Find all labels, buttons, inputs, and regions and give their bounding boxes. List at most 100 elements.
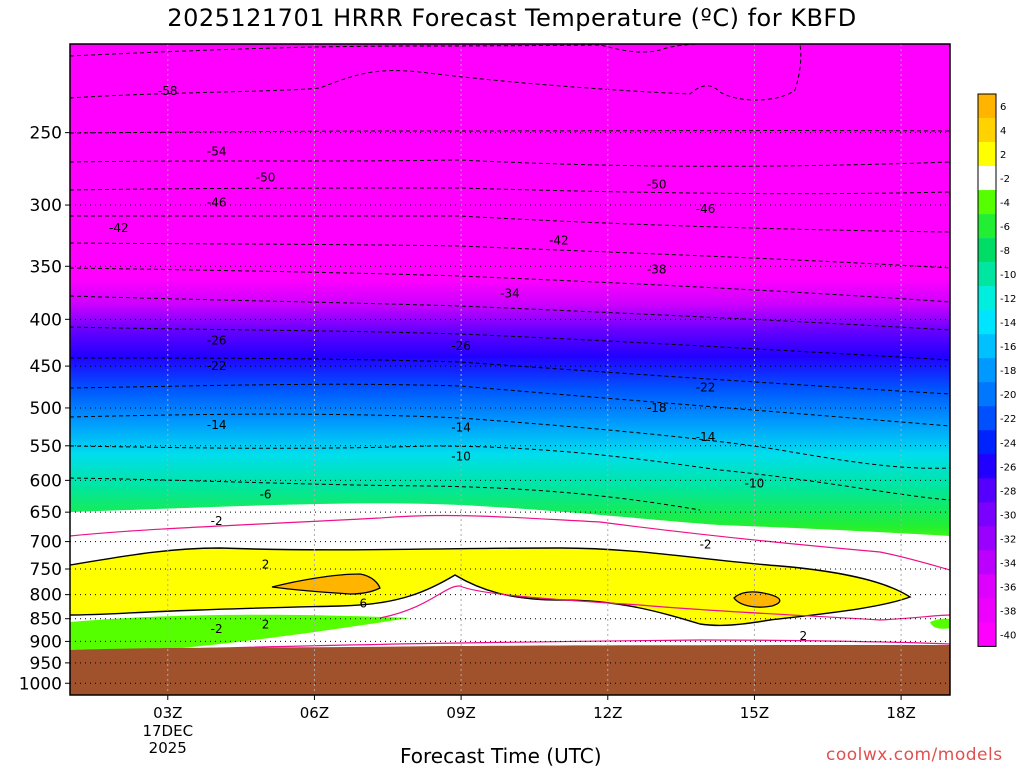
x-tick-label-03Z: 03Z: [153, 704, 182, 722]
colorbar-swatch: [978, 526, 996, 551]
y-tick-label-350: 350: [30, 257, 62, 277]
y-tick-label-900: 900: [30, 632, 62, 652]
colorbar-swatch: [978, 430, 996, 455]
colorbar-label: -26: [1000, 462, 1016, 473]
y-tick-label-800: 800: [30, 586, 62, 606]
colorbar-swatch: [978, 310, 996, 335]
y-tick-label-1000: 1000: [19, 674, 62, 694]
y-tick-label-550: 550: [30, 437, 62, 457]
contour-label: -10: [451, 449, 471, 463]
colorbar-swatch: [978, 574, 996, 599]
contour-label: -50: [647, 178, 667, 192]
contour-label: -6: [260, 488, 272, 502]
colorbar-frame: [977, 93, 997, 647]
y-tick-label-950: 950: [30, 654, 62, 674]
contour-label: -14: [451, 420, 471, 434]
colorbar-label: -30: [1000, 510, 1016, 521]
colorbar-label: -40: [1000, 630, 1016, 641]
x-tick-label-15Z: 15Z: [740, 704, 769, 722]
y-axis: 2503003504004505005506006507007508008509…: [19, 124, 70, 694]
contour-label: -26: [451, 339, 471, 353]
x-tick-label-06Z: 06Z: [300, 704, 329, 722]
contour-label: 2: [262, 558, 270, 572]
contour-label: -58: [158, 84, 178, 98]
colorbar-swatch: [978, 598, 996, 623]
x-tick-label-09Z: 09Z: [446, 704, 475, 722]
contour-label: -54: [207, 144, 227, 158]
colorbar-label: -8: [1000, 246, 1010, 257]
colorbar-label: -14: [1000, 318, 1016, 329]
contour-label: -14: [207, 418, 227, 432]
colorbar-swatch: [978, 238, 996, 263]
contour-label: -50: [256, 171, 276, 185]
colorbar-swatch: [978, 478, 996, 503]
y-tick-label-450: 450: [30, 357, 62, 377]
y-tick-label-700: 700: [30, 533, 62, 553]
colorbar-swatch: [978, 502, 996, 527]
colorbar-label: -36: [1000, 582, 1016, 593]
colorbar-label: -2: [1000, 174, 1010, 185]
colorbar-label: 4: [1000, 126, 1006, 137]
right-green-pocket: [930, 618, 950, 629]
x-axis-label: Forecast Time (UTC): [400, 744, 602, 768]
y-tick-label-300: 300: [30, 196, 62, 216]
colorbar-swatch: [978, 382, 996, 407]
x-tick-label-18Z: 18Z: [886, 704, 915, 722]
x-tick-sublabel: 17DEC: [142, 722, 193, 740]
contour-label: 2: [262, 617, 270, 631]
x-tick-sublabel: 2025: [149, 739, 187, 757]
colorbar-swatch: [978, 622, 996, 647]
colorbar-swatch: [978, 550, 996, 575]
contour-label: -2: [211, 622, 223, 636]
warm-layer: [70, 548, 910, 626]
colorbar-swatch: [978, 214, 996, 239]
freezing-line: [70, 547, 912, 627]
contour-label: -22: [696, 381, 716, 395]
warm-core-east: [733, 591, 781, 608]
colorbar-swatch: [978, 286, 996, 311]
colorbar-label: -38: [1000, 606, 1016, 617]
terrain: [70, 650, 950, 695]
colorbar-swatch: [978, 190, 996, 215]
colorbar-label: -18: [1000, 366, 1016, 377]
contour-label: -2: [700, 537, 712, 551]
colorbar-label: -12: [1000, 294, 1016, 305]
y-tick-label-850: 850: [30, 610, 62, 630]
contour-label: -14: [696, 430, 716, 444]
colorbar-swatch: [978, 142, 996, 167]
y-tick-label-400: 400: [30, 310, 62, 330]
contour-label: -18: [647, 401, 667, 415]
colorbar-label: -34: [1000, 558, 1016, 569]
contour-label: -34: [500, 287, 520, 301]
colorbar-swatch: [978, 358, 996, 383]
y-tick-label-650: 650: [30, 503, 62, 523]
contour-label: -42: [109, 221, 129, 235]
colorbar-swatch: [978, 454, 996, 479]
contour-label: -2: [211, 514, 223, 528]
contour-label: 2: [800, 629, 808, 643]
chart-title: 2025121701 HRRR Forecast Temperature (ºC…: [167, 4, 857, 32]
colorbar-swatch: [978, 166, 996, 191]
contour-label: -46: [696, 202, 716, 216]
colorbar-label: -24: [1000, 438, 1016, 449]
colorbar-label: -10: [1000, 270, 1016, 281]
y-tick-label-750: 750: [30, 560, 62, 580]
colorbar-swatch: [978, 406, 996, 431]
colorbar-label: 2: [1000, 150, 1006, 161]
colorbar-swatch: [978, 118, 996, 143]
contour-labels: -58-54-50-50-46 -46-42-42-38-34-26 -26-22-…: [109, 84, 807, 643]
y-tick-label-600: 600: [30, 471, 62, 491]
colorbar-swatch: [978, 334, 996, 359]
colorbar-label: -16: [1000, 342, 1016, 353]
contour-label: -26: [207, 334, 227, 348]
colorbar: 6 4 2 -2 -4 -6 -8 -10 -12 -14 -16 -18 -20 -22 -24 -26 -2…: [977, 93, 1016, 647]
site-credit[interactable]: coolwx.com/models: [826, 745, 1003, 765]
colorbar-label: -6: [1000, 222, 1010, 233]
contour-lines: [70, 44, 950, 511]
colorbar-swatch: [978, 94, 996, 119]
colorbar-label: 6: [1000, 102, 1006, 113]
colorbar-label: -28: [1000, 486, 1016, 497]
y-tick-label-500: 500: [30, 399, 62, 419]
